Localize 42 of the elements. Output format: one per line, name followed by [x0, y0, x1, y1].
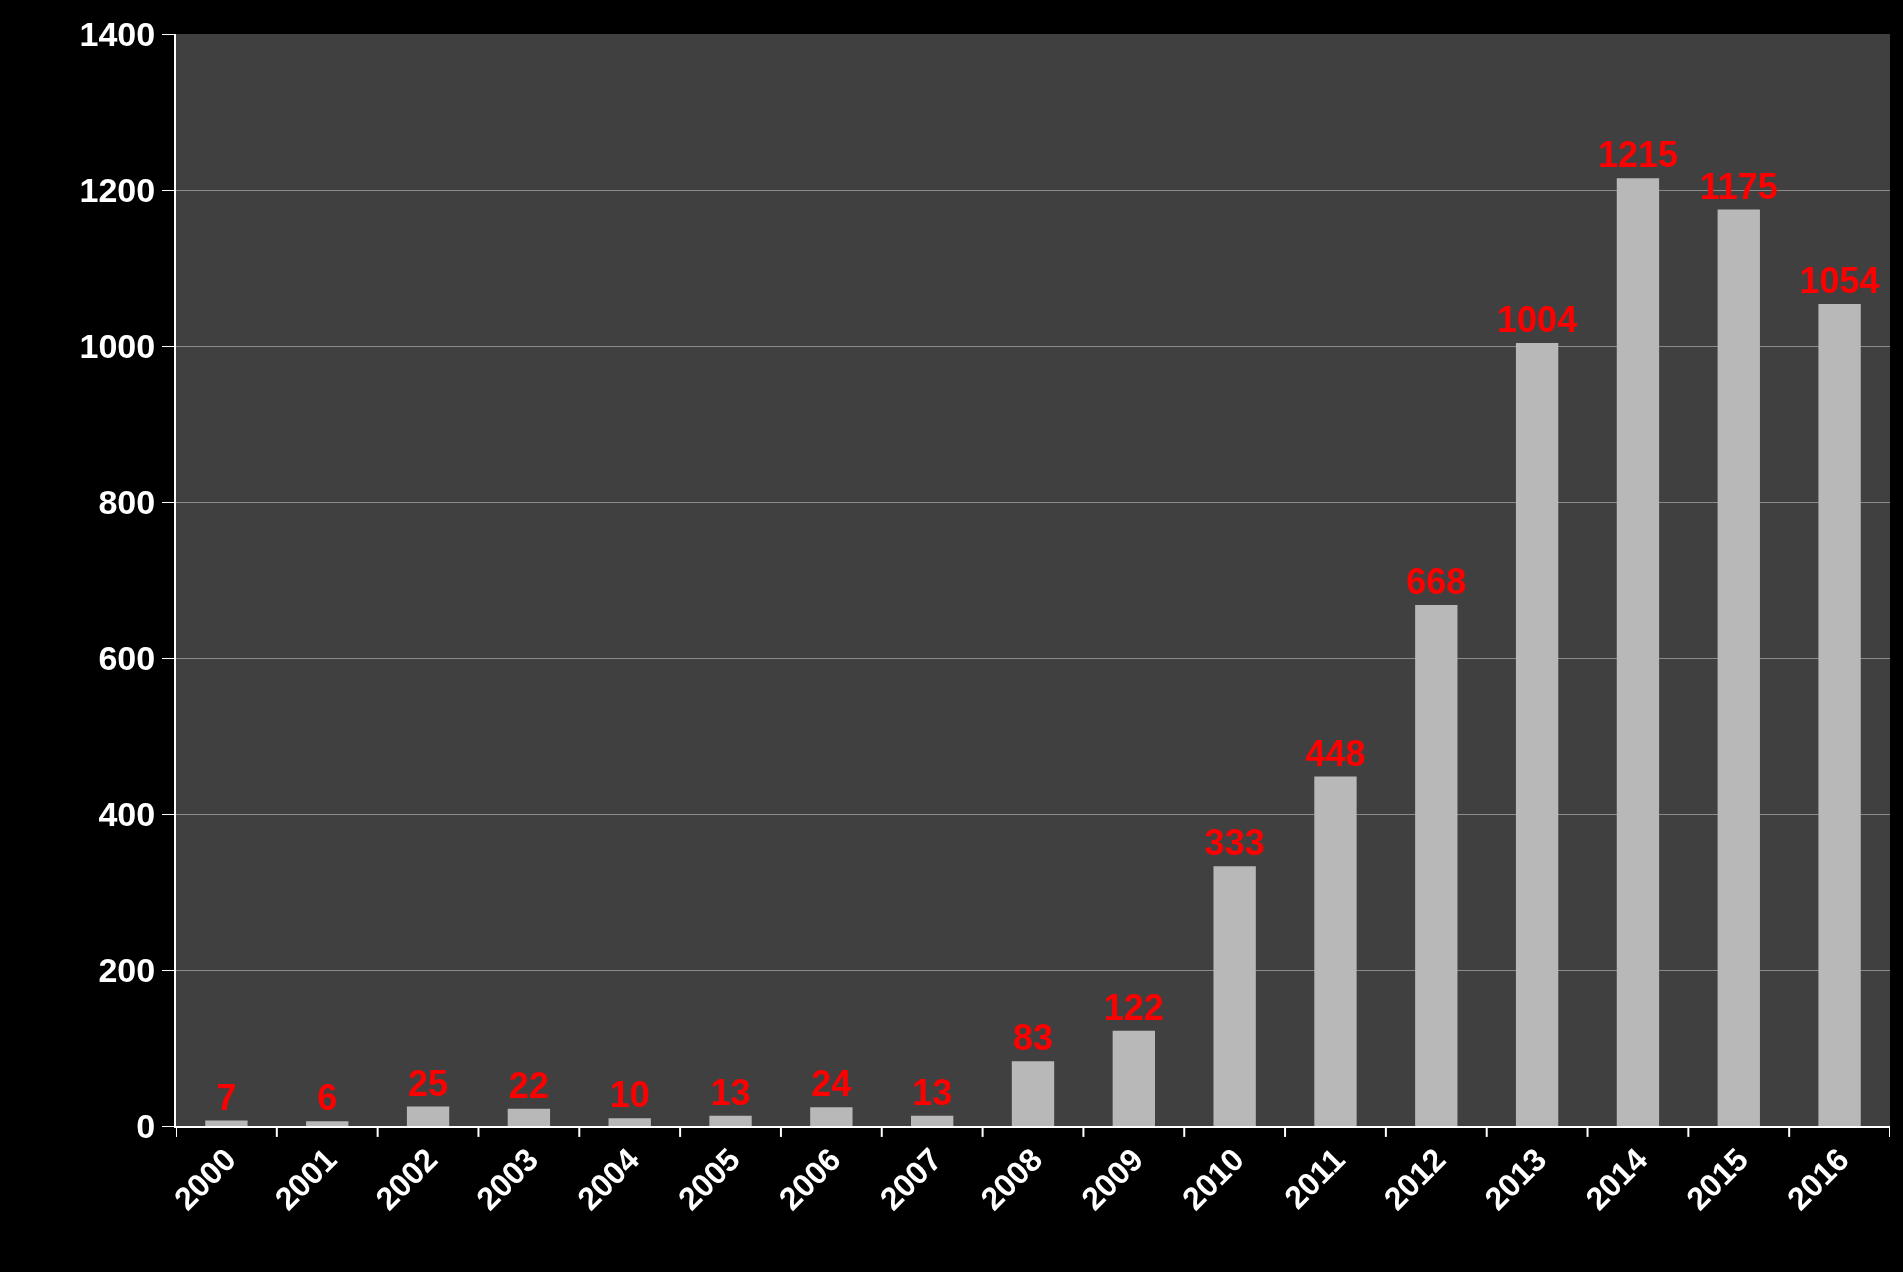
data-label: 1054 — [1799, 259, 1880, 301]
data-label: 25 — [408, 1062, 449, 1104]
data-label: 1175 — [1699, 165, 1778, 207]
data-label: 83 — [1012, 1017, 1054, 1059]
data-label: 1004 — [1497, 298, 1578, 340]
bar — [1011, 1061, 1055, 1126]
data-label: 13 — [710, 1071, 751, 1113]
bar — [1314, 776, 1357, 1126]
bar — [306, 1121, 349, 1126]
data-label: 13 — [912, 1071, 953, 1113]
bar — [911, 1115, 954, 1126]
y-tick-label: 800 — [98, 482, 156, 521]
bar — [608, 1118, 651, 1126]
y-tick-label: 1200 — [79, 170, 156, 209]
data-label: 668 — [1406, 560, 1467, 602]
bar — [406, 1106, 450, 1126]
data-label: 1215 — [1597, 134, 1678, 176]
bar — [810, 1107, 853, 1126]
bar — [1717, 209, 1760, 1126]
bar — [1818, 303, 1861, 1126]
data-label: 22 — [508, 1064, 549, 1106]
data-label: 6 — [317, 1077, 338, 1119]
y-tick-label: 200 — [98, 950, 156, 989]
bar — [1112, 1030, 1155, 1126]
bar — [205, 1120, 248, 1126]
y-tick-label: 1000 — [79, 326, 156, 365]
y-tick-label: 0 — [136, 1106, 156, 1145]
bar — [1515, 342, 1559, 1126]
data-label: 24 — [811, 1063, 852, 1105]
data-label: 10 — [609, 1074, 650, 1116]
data-label: 7 — [216, 1076, 237, 1118]
y-tick-label: 400 — [98, 794, 156, 833]
y-tick-label: 1400 — [79, 14, 156, 53]
bar — [709, 1115, 752, 1126]
bar — [1415, 604, 1458, 1126]
y-tick-label: 600 — [98, 638, 156, 677]
data-label: 333 — [1204, 822, 1265, 864]
bar — [1616, 178, 1660, 1126]
bar — [1213, 866, 1256, 1126]
data-label: 448 — [1305, 732, 1366, 774]
bar — [507, 1108, 551, 1126]
data-label: 122 — [1103, 986, 1164, 1028]
